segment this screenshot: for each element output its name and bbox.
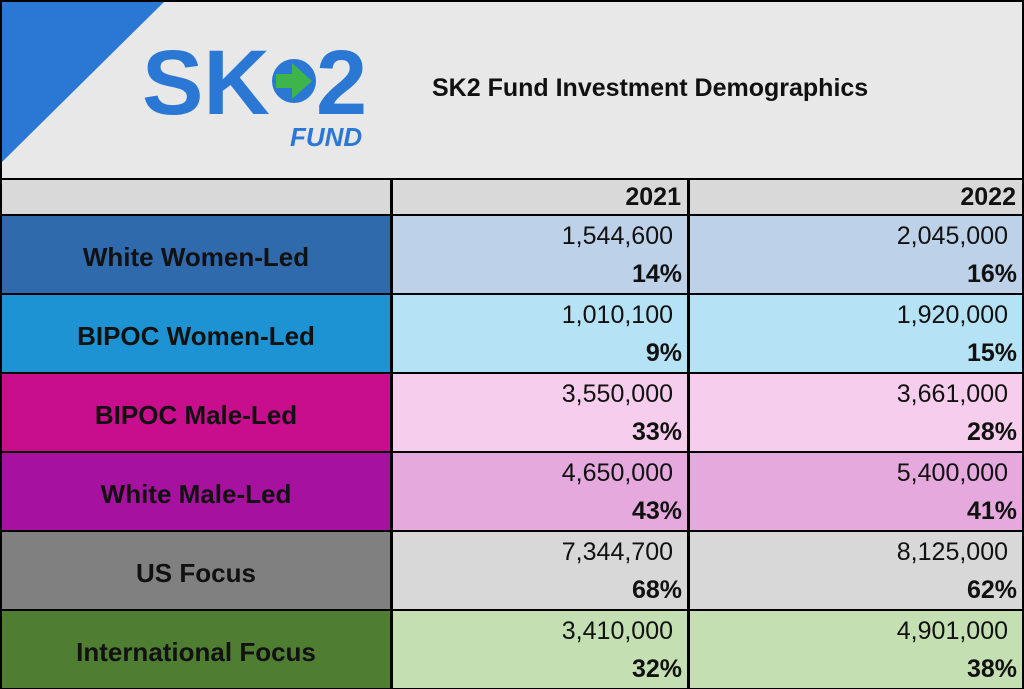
value-cell: 2,045,000 16% [690, 216, 1022, 293]
percent-value: 43% [631, 497, 682, 525]
logo-2-text: 2 [316, 32, 367, 134]
amount-value: 4,650,000 [561, 459, 673, 487]
value-cell: 1,010,100 9% [393, 295, 687, 372]
percent-value: 32% [631, 655, 682, 683]
row-label: BIPOC Male-Led [2, 374, 390, 451]
amount-value: 3,550,000 [561, 380, 673, 408]
amount-value: 3,661,000 [896, 380, 1008, 408]
row-label: US Focus [2, 532, 390, 609]
value-cell: 3,661,000 28% [690, 374, 1022, 451]
percent-value: 33% [631, 418, 682, 446]
logo-arrow-icon [276, 63, 312, 99]
row-label: International Focus [2, 611, 390, 688]
value-cell: 3,550,000 33% [393, 374, 687, 451]
amount-value: 1,920,000 [896, 301, 1008, 329]
amount-value: 1,544,600 [561, 222, 673, 250]
page-title: SK2 Fund Investment Demographics [432, 74, 869, 102]
column-header-blank [2, 180, 390, 214]
value-cell: 5,400,000 41% [690, 453, 1022, 530]
value-cell: 7,344,700 68% [393, 532, 687, 609]
header-banner: SK 2 FUND SK2 Fund Investment Demographi… [2, 2, 1022, 178]
logo-fund-text: FUND [290, 122, 362, 152]
value-cell: 4,901,000 38% [690, 611, 1022, 688]
percent-value: 62% [966, 576, 1017, 604]
percent-value: 38% [966, 655, 1017, 683]
amount-value: 7,344,700 [561, 538, 673, 566]
row-label: White Women-Led [2, 216, 390, 293]
amount-value: 4,901,000 [896, 617, 1008, 645]
logo-sk-text: SK [142, 32, 270, 134]
column-header-year: 2022 [690, 180, 1022, 214]
value-cell: 1,544,600 14% [393, 216, 687, 293]
value-cell: 3,410,000 32% [393, 611, 687, 688]
value-cell: 4,650,000 43% [393, 453, 687, 530]
percent-value: 15% [966, 339, 1017, 367]
percent-value: 28% [966, 418, 1017, 446]
percent-value: 41% [966, 497, 1017, 525]
sk2-fund-logo: SK 2 FUND [142, 32, 367, 152]
amount-value: 2,045,000 [896, 222, 1008, 250]
row-label: BIPOC Women-Led [2, 295, 390, 372]
amount-value: 3,410,000 [561, 617, 673, 645]
column-header-year: 2021 [393, 180, 687, 214]
amount-value: 1,010,100 [561, 301, 673, 329]
corner-accent [2, 2, 164, 162]
value-cell: 8,125,000 62% [690, 532, 1022, 609]
percent-value: 16% [966, 260, 1017, 288]
row-label: White Male-Led [2, 453, 390, 530]
amount-value: 5,400,000 [896, 459, 1008, 487]
percent-value: 68% [631, 576, 682, 604]
amount-value: 8,125,000 [896, 538, 1008, 566]
percent-value: 9% [645, 339, 682, 367]
value-cell: 1,920,000 15% [690, 295, 1022, 372]
percent-value: 14% [631, 260, 682, 288]
